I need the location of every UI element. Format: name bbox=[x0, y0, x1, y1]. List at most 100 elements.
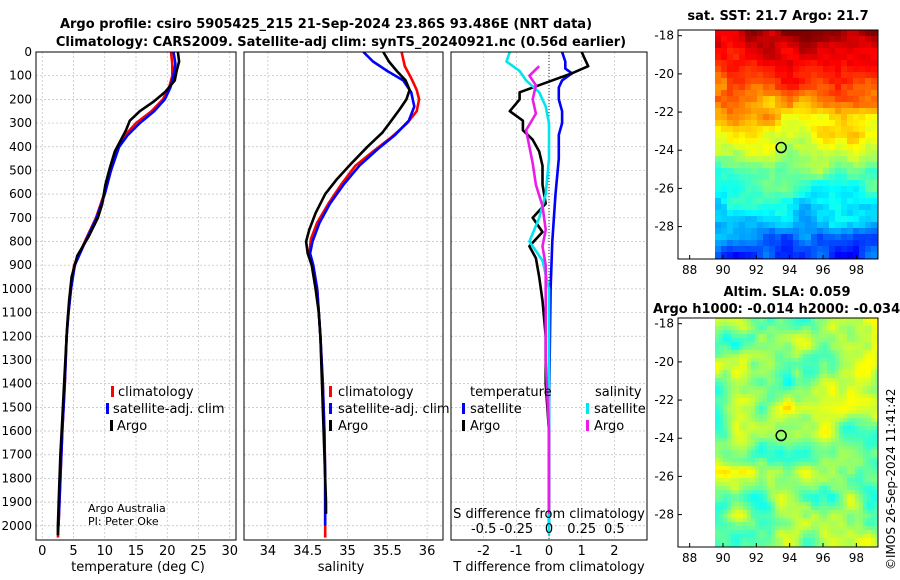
sla-cell bbox=[767, 422, 772, 427]
sla-cell bbox=[747, 386, 752, 391]
sla-cell bbox=[731, 350, 736, 355]
sla-cell bbox=[787, 362, 792, 367]
sla-cell bbox=[783, 366, 788, 371]
sla-cell bbox=[755, 474, 760, 479]
sla-cell bbox=[811, 406, 816, 411]
sla-cell bbox=[751, 438, 756, 443]
sst-cell bbox=[799, 72, 806, 79]
depth-tick-label: 1400 bbox=[1, 377, 32, 391]
sla-cell bbox=[767, 530, 772, 535]
sla-cell bbox=[775, 534, 780, 539]
sst-cell bbox=[757, 108, 764, 115]
sla-cell bbox=[775, 418, 780, 423]
sla-cell bbox=[875, 438, 878, 443]
sst-cell bbox=[853, 42, 860, 49]
sst-cell bbox=[733, 198, 740, 205]
sla-cell bbox=[823, 458, 828, 463]
difference-xtick-label: 2 bbox=[610, 544, 618, 559]
sla-cell bbox=[799, 502, 804, 507]
sst-cell bbox=[835, 216, 842, 223]
sst-cell bbox=[769, 162, 776, 169]
d-legend-s-argo-swatch bbox=[586, 420, 589, 431]
sla-cell bbox=[863, 406, 868, 411]
sla-cell bbox=[791, 430, 796, 435]
sla-cell bbox=[839, 470, 844, 475]
sla-cell bbox=[743, 370, 748, 375]
sla-cell bbox=[795, 346, 800, 351]
sla-cell bbox=[823, 330, 828, 335]
sla-cell bbox=[755, 530, 760, 535]
sla-cell bbox=[743, 542, 748, 547]
sla-cell bbox=[727, 398, 732, 403]
sla-xtick-label: 98 bbox=[849, 551, 864, 565]
sla-cell bbox=[747, 490, 752, 495]
sla-cell bbox=[739, 506, 744, 511]
sst-cell bbox=[757, 54, 764, 61]
sla-cell bbox=[751, 534, 756, 539]
sla-cell bbox=[787, 334, 792, 339]
sla-cell bbox=[823, 366, 828, 371]
sla-cell bbox=[819, 538, 824, 543]
sla-cell bbox=[807, 526, 812, 531]
sst-cell bbox=[823, 180, 830, 187]
sla-cell bbox=[855, 330, 860, 335]
sla-cell bbox=[755, 322, 760, 327]
depth-tick-label: 1100 bbox=[1, 306, 32, 320]
sla-cell bbox=[847, 382, 852, 387]
sst-cell bbox=[733, 78, 740, 85]
sla-cell bbox=[795, 538, 800, 543]
sla-cell bbox=[851, 454, 856, 459]
sla-cell bbox=[827, 494, 832, 499]
sst-cell bbox=[715, 90, 722, 97]
sla-cell bbox=[763, 326, 768, 331]
sst-cell bbox=[847, 234, 854, 241]
sst-cell bbox=[721, 120, 728, 127]
sla-cell bbox=[723, 522, 728, 527]
sst-cell bbox=[757, 210, 764, 217]
sla-cell bbox=[859, 318, 864, 323]
sla-cell bbox=[755, 462, 760, 467]
sla-cell bbox=[751, 462, 756, 467]
sla-cell bbox=[827, 482, 832, 487]
sla-cell bbox=[859, 510, 864, 515]
sla-cell bbox=[795, 414, 800, 419]
sla-cell bbox=[715, 450, 720, 455]
sla-cell bbox=[839, 346, 844, 351]
sla-cell bbox=[719, 474, 724, 479]
sla-cell bbox=[767, 406, 772, 411]
sst-cell bbox=[721, 240, 728, 247]
sla-cell bbox=[731, 542, 736, 547]
sla-cell bbox=[851, 438, 856, 443]
sla-cell bbox=[871, 326, 876, 331]
sla-cell bbox=[751, 382, 756, 387]
sla-cell bbox=[763, 374, 768, 379]
sla-cell bbox=[847, 470, 852, 475]
sst-cell bbox=[739, 120, 746, 127]
sla-cell bbox=[871, 342, 876, 347]
sla-cell bbox=[767, 506, 772, 511]
sla-cell bbox=[807, 322, 812, 327]
sla-cell bbox=[767, 446, 772, 451]
sla-cell bbox=[807, 358, 812, 363]
sla-cell bbox=[779, 330, 784, 335]
sst-cell bbox=[829, 252, 836, 259]
sla-cell bbox=[811, 354, 816, 359]
sla-cell bbox=[727, 526, 732, 531]
sla-cell bbox=[731, 398, 736, 403]
sla-cell bbox=[795, 506, 800, 511]
sla-cell bbox=[831, 398, 836, 403]
d-legend-salinity: salinity bbox=[595, 385, 642, 400]
sst-cell bbox=[811, 138, 818, 145]
sla-cell bbox=[795, 466, 800, 471]
sla-cell bbox=[823, 410, 828, 415]
sla-cell bbox=[871, 526, 876, 531]
sla-cell bbox=[847, 362, 852, 367]
sla-ytick-label: -26 bbox=[654, 469, 674, 483]
sla-cell bbox=[759, 486, 764, 491]
sla-cell bbox=[743, 394, 748, 399]
sla-cell bbox=[839, 466, 844, 471]
sst-cell bbox=[793, 186, 800, 193]
sst-cell bbox=[811, 120, 818, 127]
sla-cell bbox=[819, 330, 824, 335]
sst-cell bbox=[793, 246, 800, 253]
